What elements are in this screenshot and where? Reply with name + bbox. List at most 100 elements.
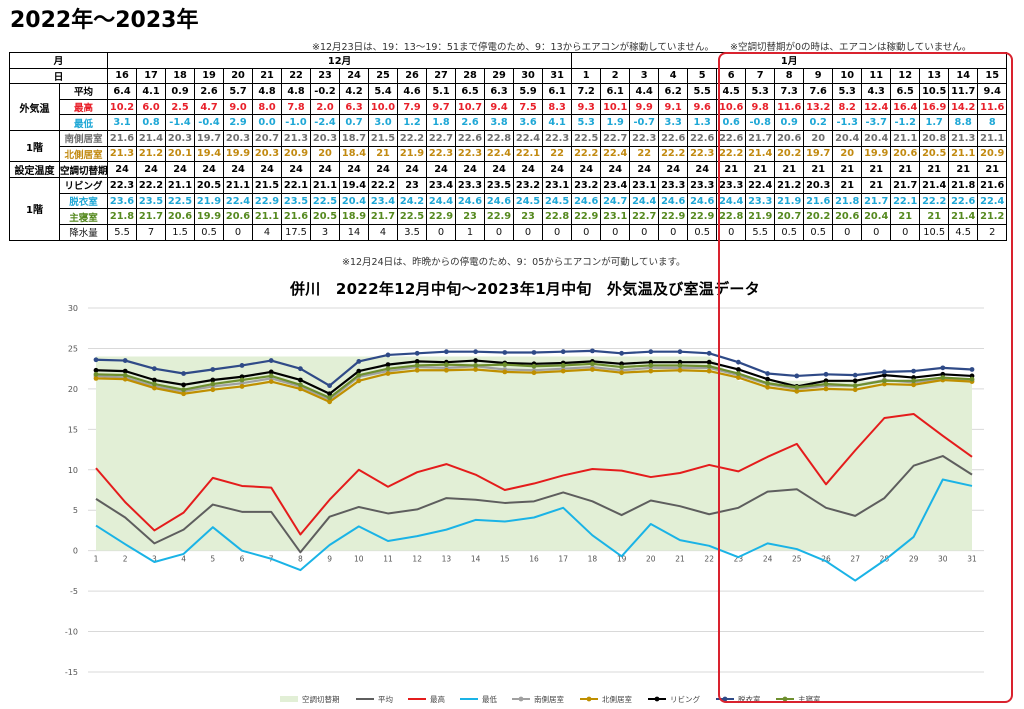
table-cell: 21.8 [107, 208, 138, 225]
table-cell: 5.1 [426, 83, 457, 100]
data-point-dressing-room [268, 358, 274, 363]
table-cell: 23.5 [136, 192, 167, 210]
table-cell: 20.3 [165, 129, 196, 147]
table-cell: 4.7 [194, 98, 225, 116]
table-cell: 22.5 [397, 208, 428, 225]
x-tick-label: 17 [558, 555, 568, 564]
table-cell: -0.7 [629, 114, 660, 131]
data-point-master-bedroom [648, 363, 654, 368]
x-tick-label: 2 [123, 555, 128, 564]
legend-label-living: リビング [670, 694, 700, 704]
table-cell: 1.2 [397, 114, 428, 131]
table-cell: 1.9 [600, 114, 631, 131]
data-point-dressing-room [706, 350, 712, 356]
table-cell: 24.5 [542, 192, 573, 210]
data-point-dressing-room [531, 350, 537, 355]
table-cell: 3.8 [484, 114, 515, 131]
table-cell: 23.1 [600, 208, 631, 225]
table-cell: 20.3 [223, 129, 254, 147]
table-cell: 21.4 [919, 177, 950, 194]
row-label: 最低 [58, 114, 109, 131]
table-cell: 23 [513, 208, 544, 225]
x-tick-label: 21 [675, 555, 685, 564]
data-point-dressing-room [794, 373, 800, 379]
day-header: 31 [542, 67, 573, 85]
table-cell: 0 [600, 223, 631, 241]
table-cell: 24.2 [397, 192, 428, 210]
day-header: 10 [832, 67, 863, 85]
data-point-master-bedroom [531, 363, 537, 369]
data-point-dressing-room [356, 358, 362, 364]
y-tick-label: -10 [65, 628, 78, 637]
table-cell: 20.5 [919, 145, 950, 163]
table-cell: 3.0 [368, 114, 399, 131]
data-point-living [473, 358, 478, 363]
data-point-living [385, 362, 391, 368]
table-cell: 6.4 [107, 83, 138, 100]
table-cell: 24 [513, 161, 544, 179]
data-point-north-room [765, 384, 770, 390]
table-cell: 2.9 [223, 114, 254, 131]
data-point-north-room [356, 378, 362, 384]
table-cell: 11.7 [948, 83, 979, 100]
table-cell: 3.5 [397, 223, 428, 241]
table-cell: 0.5 [194, 223, 225, 241]
data-point-north-room [473, 367, 478, 372]
table-cell: -1.4 [165, 114, 196, 131]
table-cell: 22.6 [716, 129, 747, 147]
day-header: 20 [223, 67, 254, 85]
table-cell: 5.7 [223, 83, 254, 100]
table-cell: 20.3 [803, 177, 834, 194]
table-cell: 7.3 [774, 83, 805, 100]
x-tick-label: 15 [500, 555, 510, 564]
data-point-dressing-room [93, 357, 99, 363]
table-cell: 18.9 [339, 208, 370, 225]
data-point-living [706, 359, 712, 365]
row-group-label: 設定温度 [9, 161, 60, 179]
x-tick-label: 3 [152, 555, 157, 564]
data-point-dressing-room [648, 349, 654, 355]
data-point-dressing-room [940, 365, 946, 371]
table-cell: 0 [513, 223, 544, 241]
data-point-north-room [239, 384, 245, 389]
table-cell: 0 [542, 223, 573, 241]
month-january: 1月 [571, 52, 1008, 69]
y-tick-label: 25 [68, 344, 78, 353]
table-cell: 0.2 [803, 114, 834, 131]
table-cell: 1.3 [687, 114, 718, 131]
table-cell: 22.9 [658, 208, 689, 225]
data-point-north-room [794, 388, 800, 394]
row-label: 平均 [58, 83, 109, 100]
row-label: 空調切替期 [58, 161, 109, 179]
table-cell: 22.8 [542, 208, 573, 225]
data-point-master-bedroom [794, 384, 800, 390]
table-cell: 21.9 [194, 192, 225, 210]
data-point-master-bedroom [385, 366, 391, 372]
table-cell: 10.1 [600, 98, 631, 116]
table-cell: 21.1 [948, 145, 979, 163]
table-cell: 7.5 [513, 98, 544, 116]
table-cell: 7.2 [571, 83, 602, 100]
x-tick-label: 1 [94, 555, 99, 564]
legend-label-dressing-room: 脱衣室 [738, 694, 761, 704]
x-tick-label: 5 [210, 555, 215, 564]
table-cell: 2.5 [165, 98, 196, 116]
legend-label-avg: 平均 [378, 694, 393, 704]
table-cell: 23.3 [745, 192, 776, 210]
table-cell: 22.2 [397, 129, 428, 147]
table-row: 主寝室 21.8 21.7 20.6 19.9 20.6 21.1 21.6 20.5 18.9 2… [10, 208, 1008, 225]
table-cell: 22.1 [513, 145, 544, 163]
table-cell: 23.5 [484, 177, 515, 194]
data-point-dressing-room [444, 349, 449, 355]
data-point-master-bedroom [560, 363, 566, 368]
data-point-dressing-room [969, 367, 975, 372]
table-cell: 19.4 [339, 177, 370, 194]
day-header: 3 [629, 67, 660, 85]
data-point-north-room [590, 367, 595, 372]
table-cell: 22.3 [687, 145, 718, 163]
aircon-restart-note: ※12月24日は、昨晩からの停電のため、9：05からエアコンが可動しています。 [342, 257, 686, 268]
table-cell: 8.0 [252, 98, 283, 116]
table-cell: 9.6 [687, 98, 718, 116]
data-point-dressing-room [619, 350, 624, 356]
data-point-living [765, 376, 770, 382]
